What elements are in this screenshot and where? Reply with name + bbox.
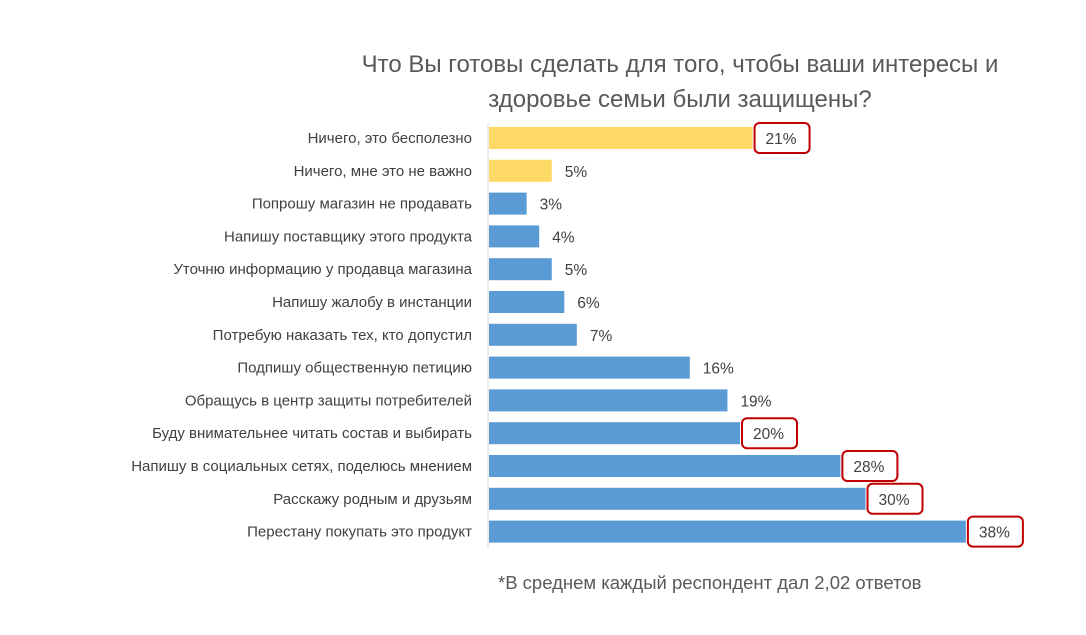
category-label: Ничего, это бесполезно [308,130,472,147]
data-label: 21% [766,131,797,148]
footnote: *В среднем каждый респондент дал 2,02 от… [498,572,922,593]
category-label: Обращусь в центр защиты потребителей [185,392,472,409]
data-label: 38% [979,525,1010,542]
data-label: 5% [565,262,588,279]
category-label: Напишу жалобу в инстанции [272,294,472,311]
category-label: Буду внимательнее читать состав и выбира… [152,425,472,442]
bar [489,225,540,248]
category-label: Напишу в социальных сетях, поделюсь мнен… [131,458,472,475]
data-label: 6% [577,295,600,312]
bar [489,127,753,149]
bar [489,487,866,510]
bar [489,258,552,281]
data-label: 28% [853,459,884,476]
category-label: Попрошу магазин не продавать [252,196,472,213]
highlight-box [841,450,899,482]
data-label: 16% [703,361,734,378]
category-label: Подпишу общественную петицию [237,360,472,377]
category-label: Ничего, мне это не важно [294,163,472,180]
highlight-box [966,515,1024,548]
data-label: 19% [740,393,771,410]
chart-title-line-2: здоровье семьи были защищены? [488,86,871,113]
highlight-box [753,122,811,154]
bar [489,291,565,313]
bar [489,159,552,182]
data-label: 5% [565,164,588,181]
category-label: Перестану покупать это продукт [247,524,472,541]
data-label: 20% [753,426,784,443]
highlight-box [741,417,798,450]
bar [489,520,966,543]
category-label: Потребую наказать тех, кто допустил [213,327,472,344]
highlight-box [866,482,924,515]
bar [489,323,577,346]
bar [489,192,527,215]
bar [489,356,690,379]
chart-title-line-1: Что Вы готовы сделать для того, чтобы ва… [362,51,999,78]
data-label: 7% [590,328,613,345]
bar [489,455,841,477]
data-label: 30% [879,492,910,509]
data-label: 3% [540,197,563,214]
category-label: Уточню информацию у продавца магазина [173,261,472,278]
bar [489,422,740,445]
category-label: Напишу поставщику этого продукта [224,228,473,245]
category-label: Расскажу родным и друзьям [273,491,472,508]
data-label: 4% [552,229,575,246]
bar [489,389,728,412]
